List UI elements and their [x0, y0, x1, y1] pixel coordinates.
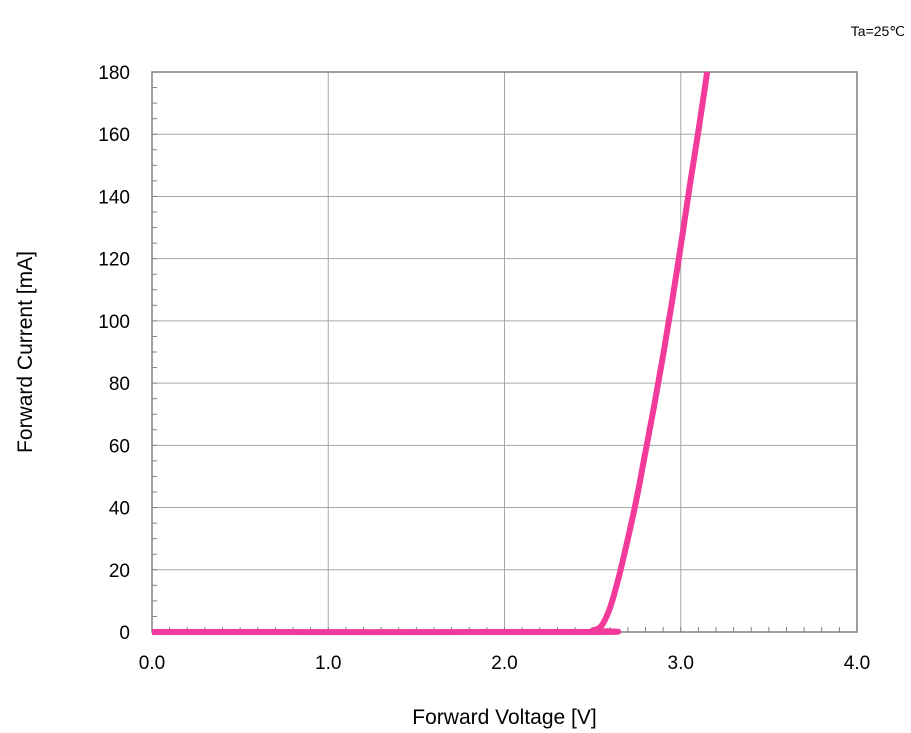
temperature-annotation: Ta=25℃ [851, 23, 905, 39]
x-tick-label: 3.0 [668, 653, 694, 674]
y-tick-label: 0 [119, 623, 130, 644]
x-tick-labels: 0.0 1.0 2.0 3.0 4.0 [139, 653, 870, 674]
y-tick-label: 80 [109, 374, 130, 395]
x-axis-title: Forward Voltage [V] [412, 706, 596, 729]
y-tick-label: 40 [109, 499, 130, 520]
series-layer [151, 71, 711, 636]
y-tick-label: 100 [98, 312, 130, 333]
x-tick-label: 0.0 [139, 653, 165, 674]
y-tick-label: 180 [98, 63, 130, 84]
y-tick-label: 60 [109, 436, 130, 457]
y-tick-label: 160 [98, 125, 130, 146]
x-tick-label: 2.0 [491, 653, 517, 674]
forward-current-series-line [151, 71, 711, 636]
y-axis-title: Forward Current [mA] [14, 251, 37, 453]
y-tick-label: 120 [98, 250, 130, 271]
x-tick-label: 1.0 [315, 653, 341, 674]
y-tick-label: 140 [98, 187, 130, 208]
x-tick-label: 4.0 [844, 653, 870, 674]
grid-lines [152, 72, 857, 632]
y-tick-labels: 0 20 40 60 80 100 120 140 160 180 [98, 63, 130, 644]
y-tick-label: 20 [109, 561, 130, 582]
